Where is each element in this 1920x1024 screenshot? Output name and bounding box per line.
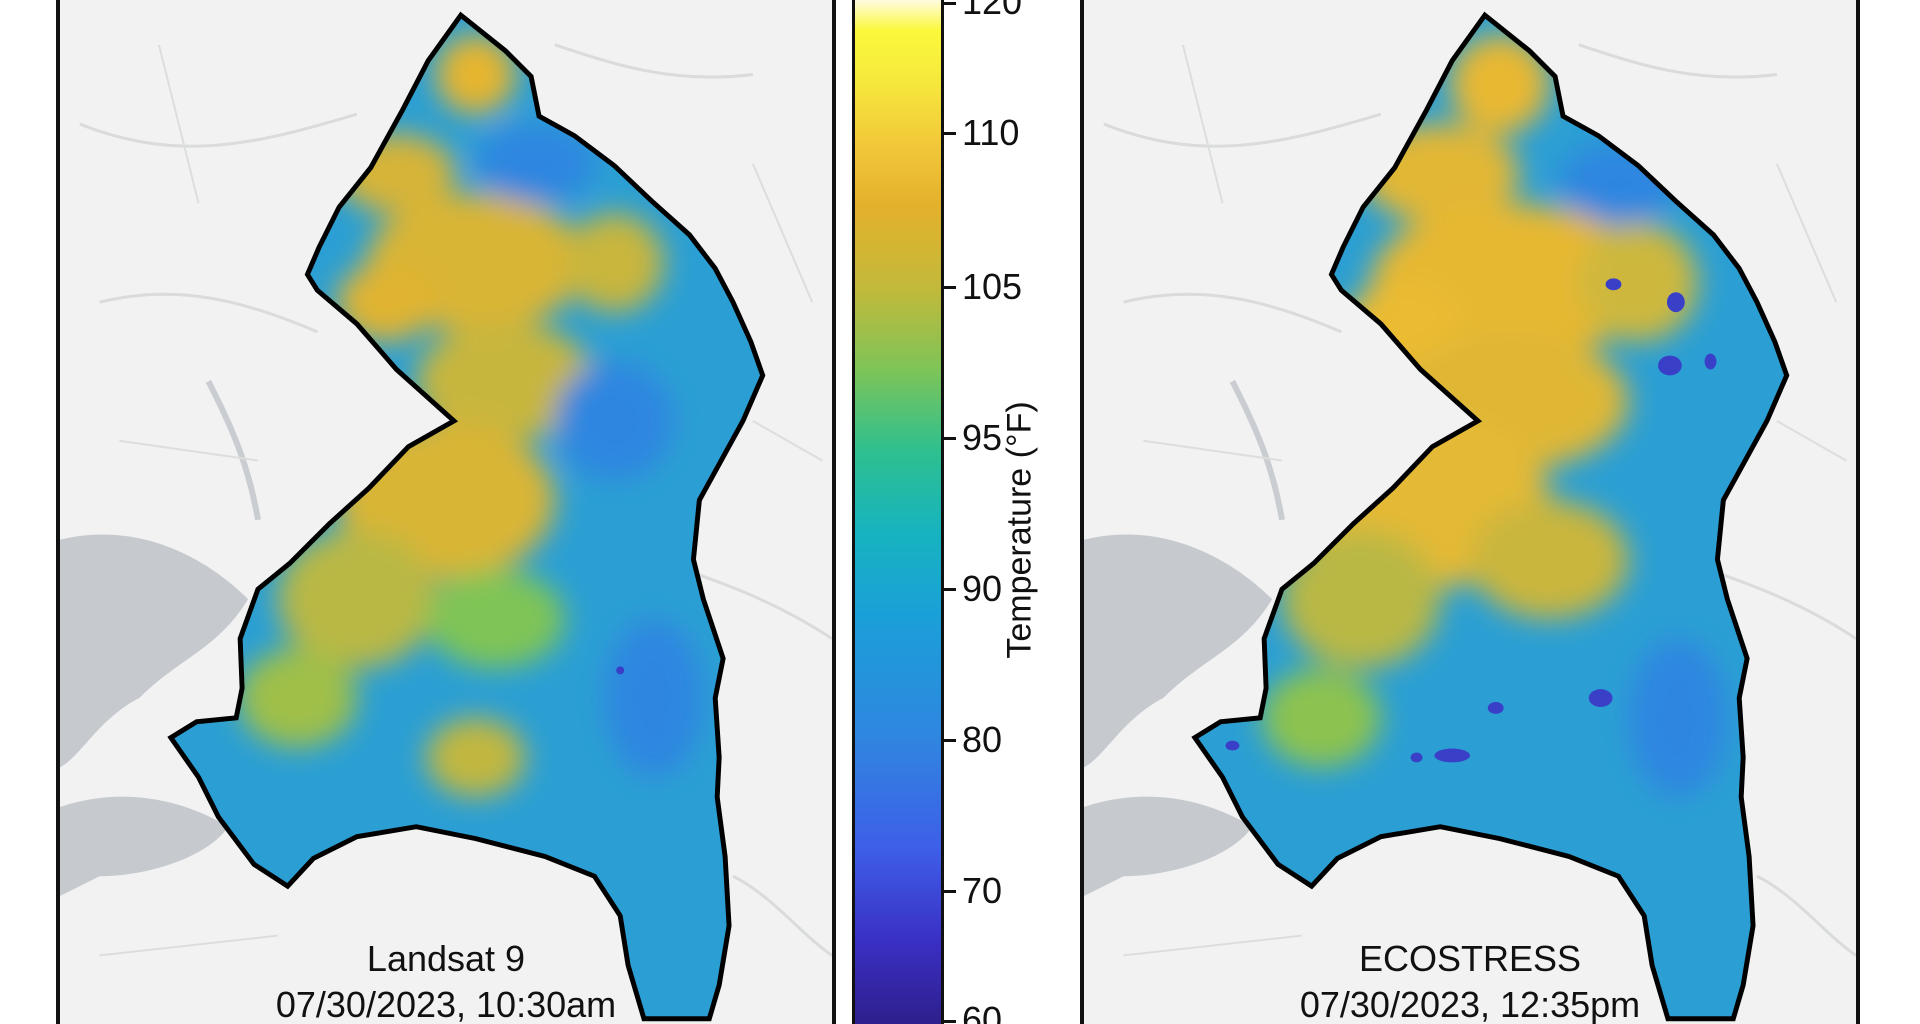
colorbar-tick-label: 120	[962, 0, 1023, 22]
ecostress-map	[1084, 5, 1856, 1024]
landsat-caption-title: Landsat 9	[366, 938, 526, 979]
map-panel-landsat: Landsat 9 07/30/2023, 10:30am	[56, 0, 836, 1024]
colorbar-tick	[944, 890, 956, 893]
colorbar-tick	[944, 437, 956, 440]
colorbar-tick-label: 105	[962, 266, 1023, 307]
map-panel-ecostress: ECOSTRESS 07/30/2023, 12:35pm	[1080, 0, 1860, 1024]
ecostress-caption-datetime: 07/30/2023, 12:35pm	[1299, 984, 1641, 1024]
colorbar-tick	[944, 588, 956, 591]
ecostress-caption-title: ECOSTRESS	[1358, 938, 1582, 979]
colorbar-tick	[944, 286, 956, 289]
colorbar-title: Temperature (°F)	[1000, 401, 1039, 659]
colorbar-tick-label: 80	[962, 719, 1003, 760]
landsat-map	[60, 5, 832, 1024]
colorbar-tick	[944, 132, 956, 135]
colorbar-tick	[944, 739, 956, 742]
colorbar-tick-label: 90	[962, 568, 1003, 609]
landsat-caption-datetime: 07/30/2023, 10:30am	[275, 984, 617, 1024]
colorbar-tick-label: 60	[962, 999, 1003, 1024]
colorbar-tick	[944, 2, 956, 5]
colorbar-tick-label: 95	[962, 417, 1003, 458]
temperature-colorbar	[852, 0, 944, 1024]
colorbar-tick	[944, 1020, 956, 1023]
colorbar-tick-label: 110	[962, 112, 1020, 153]
colorbar-tick-label: 70	[962, 870, 1003, 911]
